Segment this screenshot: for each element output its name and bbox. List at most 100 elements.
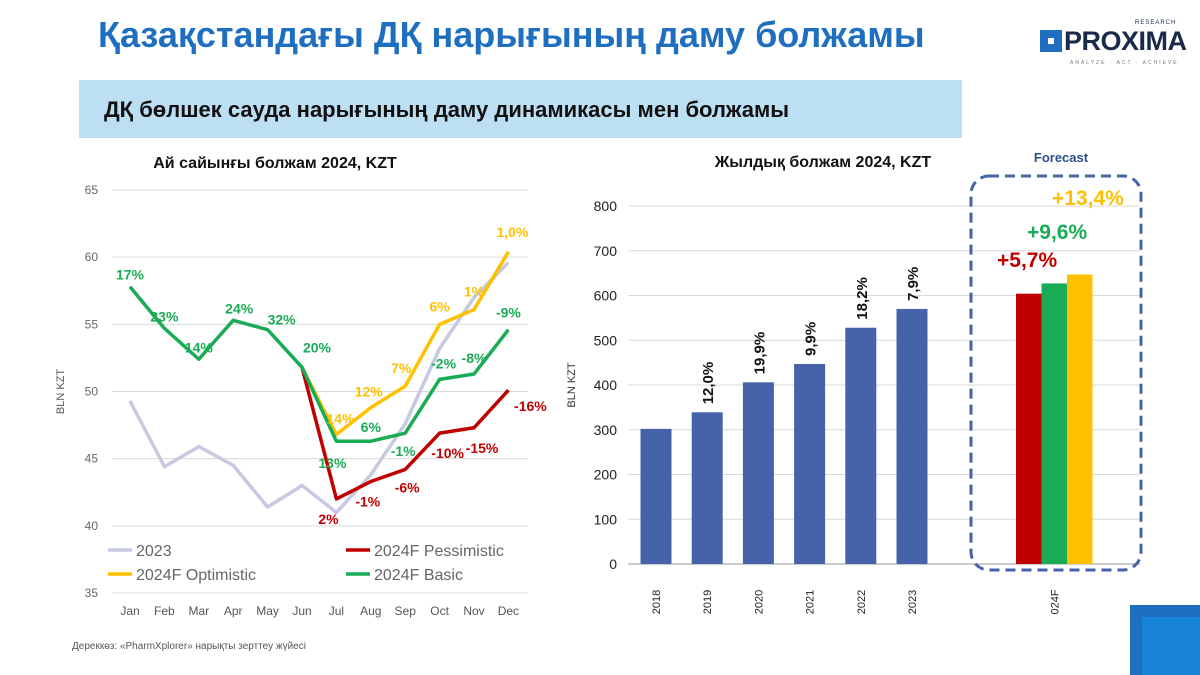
series-line-optimistic (300, 250, 510, 437)
forecast-bar-optimistic (1067, 274, 1093, 564)
y-tick-label: 500 (594, 332, 618, 348)
forecast-label-pessimistic: +5,7% (997, 249, 1057, 272)
data-label-basic: 17% (116, 267, 145, 283)
y-axis-label: BLN KZT (566, 362, 578, 408)
y-tick-label: 45 (85, 452, 99, 466)
data-label-optimistic: 1,0% (496, 224, 528, 240)
y-tick-label: 65 (85, 183, 99, 197)
y-axis-label: BLN KZT (55, 369, 67, 415)
bar (742, 382, 774, 564)
y-tick-label: 0 (609, 556, 617, 572)
corner-decoration (1130, 605, 1200, 675)
data-label-basic: -1% (391, 443, 416, 459)
forecast-box (969, 174, 1143, 572)
series-line-basic (128, 285, 510, 443)
annual-bar-chart: Жылдық болжам 2024, KZT BLN KZT 0 100 200 300… (566, 150, 1143, 615)
x-tick-label: Jan (120, 604, 139, 618)
data-label-pessimistic: 2% (318, 511, 339, 527)
forecast-title: Forecast (1034, 150, 1089, 165)
data-label: 19,9% (751, 332, 768, 375)
data-label-optimistic: 14% (326, 410, 355, 426)
data-label-basic: 14% (185, 339, 214, 355)
bar (691, 412, 723, 564)
legend-label-s2023: 2023 (136, 543, 172, 560)
x-tick-label: 2018 (651, 590, 663, 614)
subtitle-text: ДҚ бөлшек сауда нарығының даму динамикас… (104, 97, 790, 122)
data-label: 12,0% (700, 362, 717, 405)
bar (896, 308, 928, 564)
logo-tagline: ANALYZE · ACT · ACHIEVE (1070, 60, 1179, 66)
chart-title: Жылдық болжам 2024, KZT (714, 154, 932, 171)
x-tick-label: Dec (498, 604, 519, 618)
x-tick-label: Jul (329, 604, 344, 618)
y-tick-label: 40 (85, 519, 99, 533)
data-label-pessimistic: -6% (395, 479, 420, 495)
forecast-bar-pessimistic (1016, 293, 1042, 564)
x-tick-label: Mar (188, 604, 209, 618)
data-label-optimistic: 7% (391, 360, 412, 376)
x-tick-label: 2024F (1049, 589, 1061, 615)
forecast-bar-basic (1041, 283, 1067, 564)
y-tick-label: 35 (85, 586, 99, 600)
x-tick-label: Nov (463, 604, 484, 618)
data-label-optimistic: 12% (355, 384, 384, 400)
x-tick-label: 2019 (702, 590, 714, 614)
y-tick-label: 400 (594, 377, 618, 393)
y-tick-label: 200 (594, 467, 618, 483)
data-label-optimistic: 1% (464, 284, 485, 300)
chart-title: Ай сайынғы болжам 2024, KZT (153, 155, 397, 172)
data-label: 7,9% (905, 267, 922, 301)
data-label-basic: -2% (431, 355, 456, 371)
x-tick-label: Feb (154, 604, 175, 618)
y-tick-label: 700 (594, 243, 618, 259)
x-tick-label: Sep (395, 604, 417, 618)
data-label-basic: 6% (361, 419, 382, 435)
x-tick-label: Jun (292, 604, 311, 618)
data-label-basic: -9% (496, 305, 521, 321)
forecast-label-basic: +9,6% (1027, 221, 1087, 244)
data-label-pessimistic: -16% (514, 398, 547, 414)
logo-research: RESEARCH (1135, 20, 1177, 26)
bar (640, 428, 672, 564)
data-label-basic: 24% (225, 300, 254, 316)
bar (794, 363, 826, 564)
x-tick-label: Aug (360, 604, 381, 618)
legend-label-basic: 2024F Basic (374, 567, 463, 584)
x-tick-label: Apr (224, 604, 243, 618)
series-line-s2023 (128, 261, 510, 515)
x-tick-label: 2023 (907, 590, 919, 614)
y-tick-label: 50 (85, 385, 99, 399)
y-tick-label: 600 (594, 288, 618, 304)
data-label-basic: 32% (268, 312, 297, 328)
logo-wordmark: PROXIMA (1064, 26, 1187, 56)
data-label-pessimistic: -15% (466, 440, 499, 456)
data-label-basic: 23% (150, 308, 179, 324)
x-tick-label: 2020 (753, 590, 765, 614)
x-tick-label: May (256, 604, 279, 618)
y-tick-label: 55 (85, 317, 99, 331)
data-label-pessimistic: -10% (431, 445, 464, 461)
forecast-label-optimistic: +13,4% (1052, 187, 1124, 210)
data-label-basic: -8% (462, 350, 487, 366)
subtitle-banner: ДҚ бөлшек сауда нарығының даму динамикас… (79, 80, 962, 138)
x-tick-label: 2022 (856, 590, 868, 614)
series-line-pessimistic (300, 366, 510, 501)
source-note: Дереккөз: «PharmXplorer» нарықты зерттеу… (72, 641, 306, 652)
x-tick-label: 2021 (805, 590, 817, 614)
x-tick-label: Oct (430, 604, 449, 618)
y-tick-label: 800 (594, 198, 618, 214)
y-tick-label: 60 (85, 250, 99, 264)
data-label: 9,9% (803, 322, 820, 356)
legend-label-pessimistic: 2024F Pessimistic (374, 543, 504, 560)
data-label: 18,2% (854, 277, 871, 320)
data-label-basic: 20% (303, 339, 332, 355)
data-label-basic: 13% (318, 455, 347, 471)
monthly-line-chart: Ай сайынғы болжам 2024, KZT BLN KZT 35 40 45… (55, 155, 547, 618)
bar (845, 327, 877, 564)
logo-square-icon (1040, 30, 1062, 52)
data-label-optimistic: 6% (429, 298, 450, 314)
y-tick-label: 100 (594, 511, 618, 527)
y-tick-label: 300 (594, 422, 618, 438)
legend-label-optimistic: 2024F Optimistic (136, 567, 256, 584)
proxima-logo: RESEARCH PROXIMA ANALYZE · ACT · ACHIEVE (1040, 20, 1187, 66)
